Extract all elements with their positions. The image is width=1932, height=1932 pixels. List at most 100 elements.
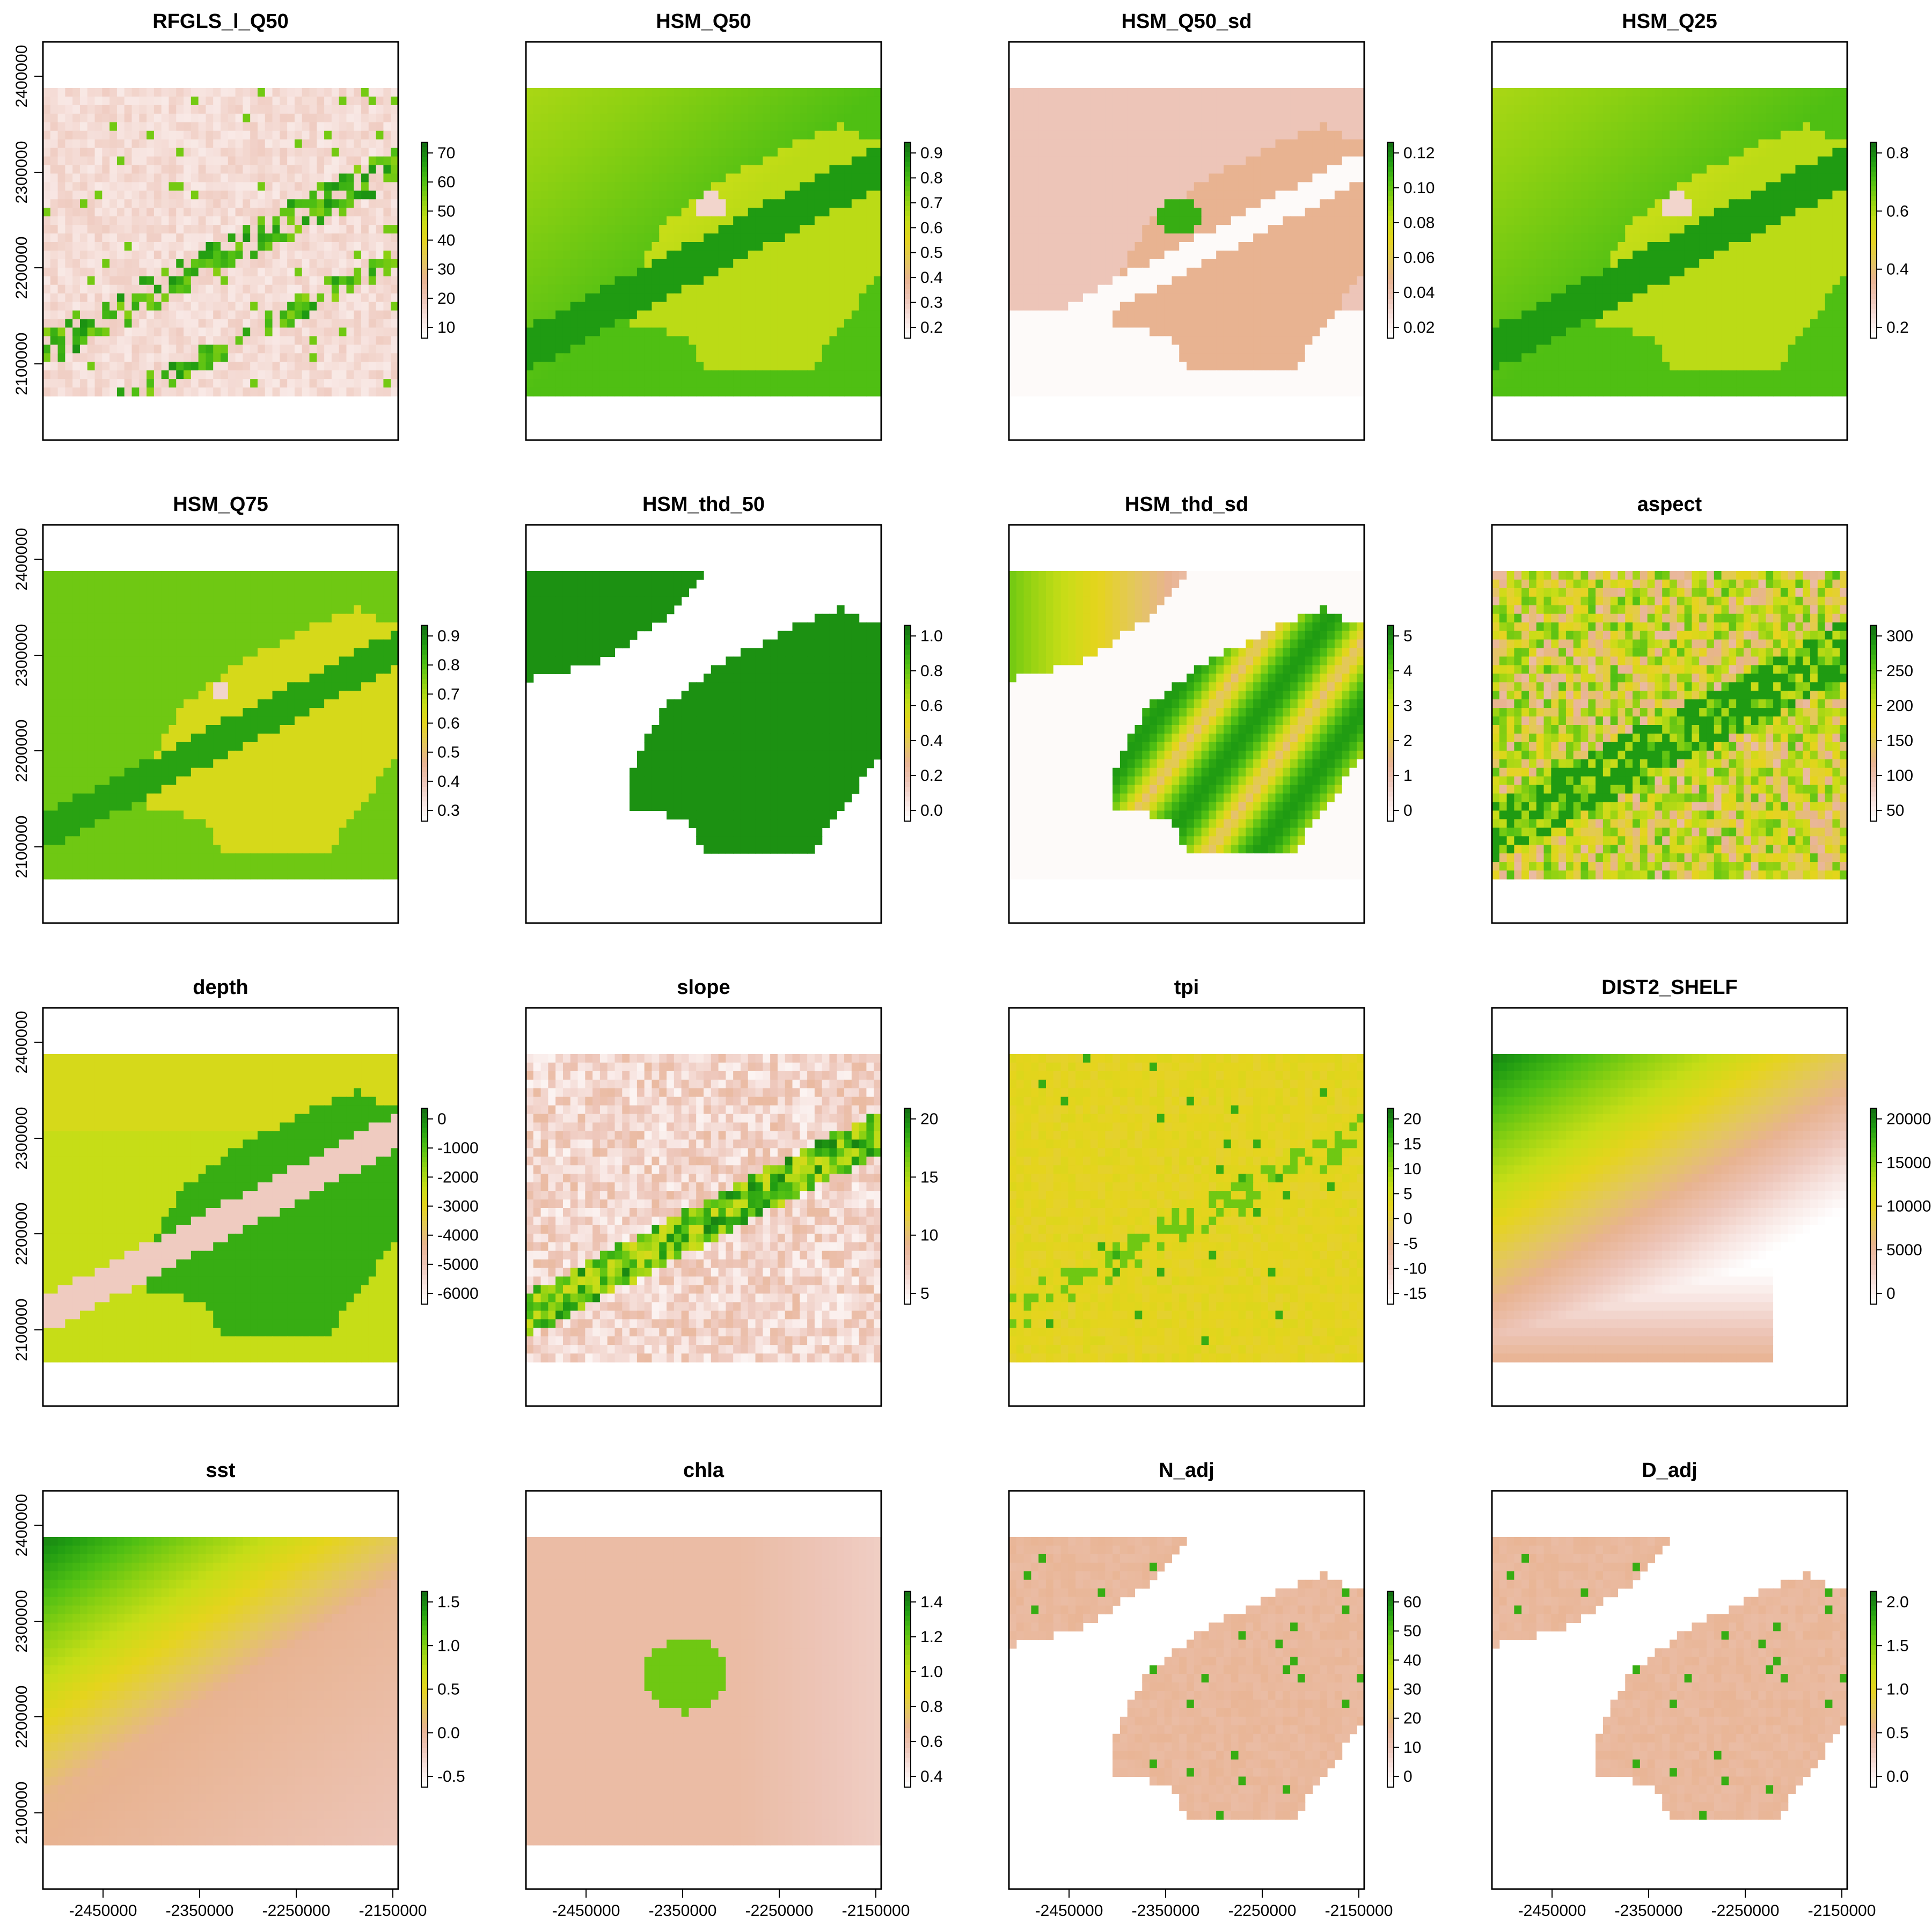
raster-cell	[733, 199, 741, 208]
raster-cell	[829, 88, 837, 97]
raster-cell	[310, 182, 317, 191]
raster-cell	[570, 294, 578, 303]
raster-cell	[250, 302, 258, 311]
raster-cell	[280, 199, 287, 208]
raster-cell	[139, 294, 147, 303]
raster-cell	[859, 302, 867, 311]
raster-cell	[1239, 157, 1246, 166]
raster-cell	[733, 276, 741, 286]
raster-cell	[1290, 276, 1298, 286]
raster-cell	[199, 379, 206, 388]
raster-cell	[1105, 131, 1113, 140]
raster-cell	[719, 259, 726, 268]
raster-cell	[250, 173, 258, 182]
raster-cell	[785, 379, 793, 388]
raster-cell	[65, 370, 72, 379]
raster-cell	[763, 191, 770, 200]
raster-cell	[273, 131, 280, 140]
raster-cell	[1305, 165, 1313, 174]
raster-cell	[622, 199, 630, 208]
raster-cell	[273, 327, 280, 336]
raster-cell	[184, 259, 191, 268]
raster-cell	[147, 345, 154, 354]
raster-cell	[1216, 208, 1224, 217]
raster-cell	[637, 173, 645, 182]
raster-cell	[80, 114, 87, 123]
raster-cell	[682, 97, 689, 106]
raster-cell	[339, 268, 347, 277]
raster-cell	[608, 122, 615, 131]
raster-cell	[109, 114, 117, 123]
raster-cell	[221, 294, 228, 303]
raster-cell	[711, 285, 719, 294]
raster-cell	[807, 122, 815, 131]
raster-cell	[748, 387, 756, 397]
raster-cell	[125, 268, 132, 277]
raster-cell	[748, 225, 756, 234]
raster-cell	[622, 140, 630, 149]
raster-cell	[829, 148, 837, 157]
legend-swatch	[421, 157, 428, 162]
raster-cell	[1231, 148, 1239, 157]
raster-cell	[80, 387, 87, 397]
raster-cell	[719, 311, 726, 320]
raster-cell	[1283, 148, 1290, 157]
raster-cell	[548, 242, 555, 251]
raster-cell	[585, 148, 592, 157]
raster-cell	[689, 387, 696, 397]
raster-cell	[228, 336, 236, 345]
raster-cell	[637, 319, 645, 328]
raster-cell	[1031, 285, 1038, 294]
raster-cell	[800, 259, 807, 268]
raster-cell	[1031, 173, 1038, 182]
raster-cell	[1179, 294, 1187, 303]
raster-cell	[800, 216, 807, 225]
raster-cell	[369, 131, 376, 140]
raster-cell	[1187, 105, 1194, 114]
raster-cell	[585, 233, 592, 243]
raster-cell	[346, 105, 354, 114]
raster-cell	[1046, 268, 1053, 277]
raster-cell	[785, 336, 793, 345]
raster-cell	[748, 182, 756, 191]
raster-cell	[533, 105, 541, 114]
raster-cell	[280, 114, 287, 123]
raster-cell	[1209, 327, 1216, 336]
raster-cell	[852, 131, 859, 140]
raster-cell	[280, 88, 287, 97]
raster-cell	[608, 302, 615, 311]
raster-cell	[95, 131, 103, 140]
raster-cell	[369, 268, 376, 277]
raster-cell	[1091, 140, 1098, 149]
raster-cell	[859, 199, 867, 208]
raster-cell	[793, 302, 800, 311]
raster-cell	[1224, 225, 1231, 234]
raster-cell	[1024, 276, 1031, 286]
raster-cell	[221, 216, 228, 225]
raster-cell	[585, 353, 592, 362]
raster-cell	[72, 370, 80, 379]
raster-cell	[65, 131, 72, 140]
raster-cell	[785, 242, 793, 251]
raster-cell	[1276, 131, 1283, 140]
raster-cell	[383, 225, 391, 234]
raster-cell	[615, 311, 623, 320]
raster-cell	[199, 327, 206, 336]
raster-cell	[837, 242, 844, 251]
raster-cell	[1038, 311, 1046, 320]
raster-cell	[615, 268, 623, 277]
legend-swatch	[904, 181, 911, 187]
raster-cell	[1253, 191, 1261, 200]
raster-cell	[80, 336, 87, 345]
raster-cell	[1283, 327, 1290, 336]
raster-cell	[1327, 165, 1335, 174]
raster-cell	[1142, 148, 1150, 157]
raster-cell	[822, 88, 830, 97]
raster-cell	[1157, 327, 1165, 336]
raster-cell	[1016, 327, 1024, 336]
raster-cell	[667, 336, 674, 345]
raster-cell	[756, 370, 763, 379]
raster-cell	[785, 370, 793, 379]
raster-cell	[719, 173, 726, 182]
raster-cell	[273, 225, 280, 234]
